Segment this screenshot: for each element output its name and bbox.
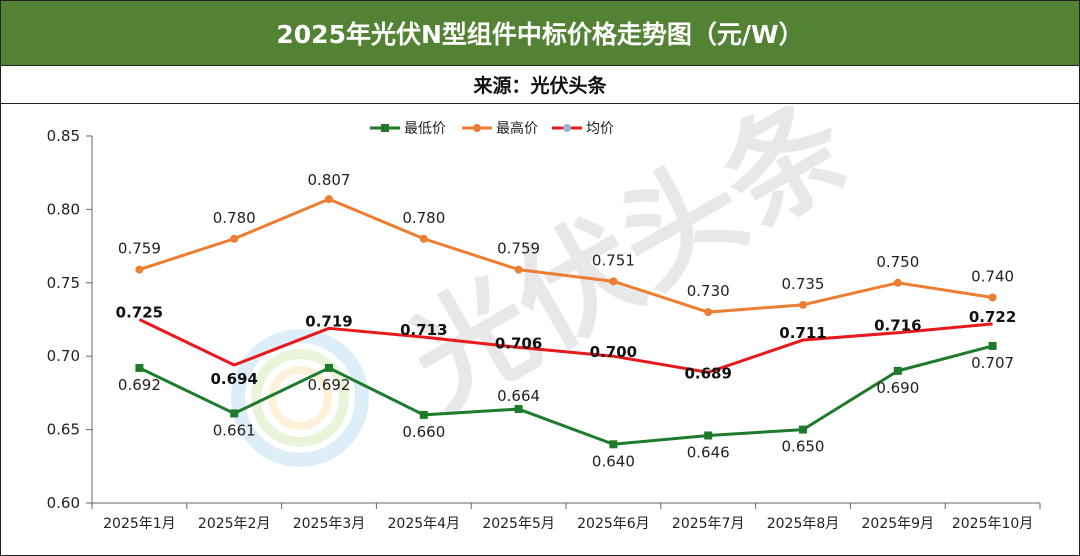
data-label: 0.690 [876,379,919,397]
data-label: 0.706 [495,334,542,352]
y-tick-label: 0.85 [47,127,80,145]
y-tick-label: 0.80 [47,200,80,218]
data-label: 0.700 [590,343,637,361]
data-point [325,195,333,204]
x-tick-label: 2025年3月 [293,516,366,532]
series-line [138,344,993,446]
y-tick-label: 0.70 [47,347,80,365]
data-point [893,278,902,287]
legend-label: 均价 [586,121,614,137]
y-tick-label: 0.75 [47,274,80,292]
legend-label: 最高价 [496,120,538,137]
legend: 最低价 最高价 均价 [370,120,614,137]
data-label: 0.692 [308,376,351,394]
data-label: 0.735 [782,275,825,293]
data-label: 0.711 [779,324,826,342]
data-point [230,234,239,243]
legend-label: 最低价 [404,121,446,137]
data-label: 0.707 [971,354,1014,372]
x-tick-label: 2025年10月 [952,516,1033,532]
data-label: 0.722 [969,308,1016,326]
data-label: 0.740 [971,267,1014,285]
data-label: 0.716 [874,317,921,335]
data-point [514,405,523,414]
data-label: 0.689 [684,364,731,382]
data-label: 0.713 [400,321,447,339]
chart-title: 2025年光伏N型组件中标价格走势图（元/W） [1,1,1079,65]
data-label: 0.751 [592,251,635,269]
series-3: 0.725 0.694 0.719 0.713 0.706 0.700 0.689 0.711… [116,304,1017,389]
source-caption: 来源：光伏头条 [1,65,1079,104]
data-label: 0.730 [687,282,730,300]
legend-marker [473,124,481,132]
data-label: 0.759 [118,240,161,258]
series-line [138,197,993,314]
data-label: 0.640 [592,452,635,470]
y-tick-label: 0.60 [47,494,80,512]
data-point [609,277,618,286]
x-tick-label: 2025年9月 [862,516,935,532]
data-label: 0.780 [213,209,256,227]
data-label: 0.692 [118,376,161,394]
data-label: 0.780 [402,209,445,227]
series-2: 0.759 0.780 0.807 0.780 0.759 0.751 0.730 0.735… [118,171,1014,317]
data-label: 0.719 [305,312,352,330]
data-label: 0.725 [116,304,163,322]
y-tick-label: 0.65 [47,421,80,439]
x-tick-label: 2025年5月 [482,516,555,532]
x-tick-label: 2025年2月 [198,516,271,532]
data-point [893,366,902,375]
data-point [135,265,144,274]
legend-item-1: 最低价 [370,121,446,137]
series-group: 0.692 0.661 0.692 0.660 0.664 0.640 0.646 0.650… [116,171,1017,470]
data-point [799,300,807,309]
legend-item-3: 均价 [552,121,614,137]
series-1: 0.692 0.661 0.692 0.660 0.664 0.640 0.646 0.650… [118,341,1014,470]
series-line [138,318,993,374]
data-label: 0.759 [497,240,540,258]
x-tick-label: 2025年1月 [103,516,176,532]
data-label: 0.694 [210,370,257,388]
x-tick-label: 2025年8月 [767,516,840,532]
data-point [419,234,428,243]
data-label: 0.650 [782,438,825,456]
data-label: 0.646 [687,443,730,461]
axes: 0.60 0.65 0.70 0.75 0.80 0.85 2025年1月 2025年2月 20… [47,127,1041,532]
data-label: 0.807 [308,171,351,189]
data-point [609,440,618,449]
data-point [799,425,807,434]
data-point [514,265,523,274]
data-label: 0.661 [213,421,256,439]
data-label: 0.750 [876,253,919,271]
data-point [325,363,333,372]
data-label: 0.660 [402,423,445,441]
data-point [135,363,144,372]
watermark-logo [231,329,369,467]
legend-marker [563,124,571,132]
data-point [988,293,997,302]
data-point [988,341,997,350]
x-tick-label: 2025年6月 [577,516,650,532]
data-point [704,308,713,317]
x-tick-label: 2025年7月 [672,516,745,532]
data-label: 0.664 [497,387,540,405]
data-point [419,410,428,419]
data-point [704,431,713,440]
data-point [230,409,239,418]
legend-marker [381,124,389,132]
x-tick-label: 2025年4月 [388,516,461,532]
legend-item-2: 最高价 [462,120,538,137]
